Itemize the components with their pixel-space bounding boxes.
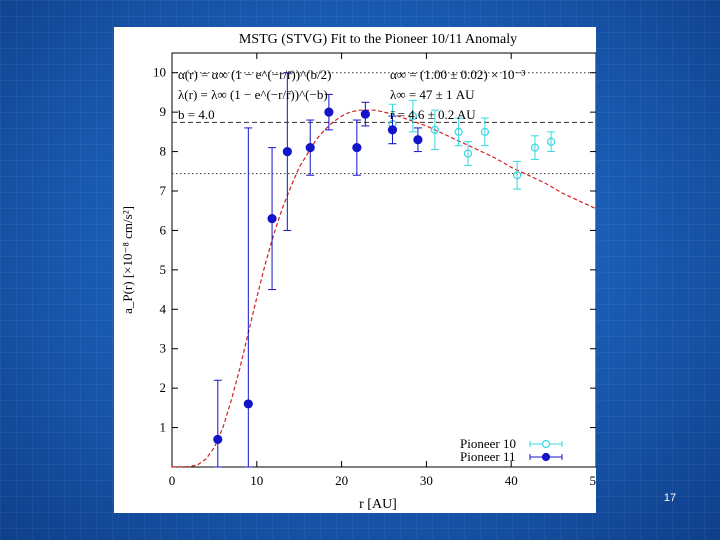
data-points bbox=[213, 72, 556, 468]
y-tick-label: 3 bbox=[160, 341, 167, 356]
x-axis-label: r [AU] bbox=[359, 497, 397, 512]
y-tick-label: 4 bbox=[160, 301, 167, 316]
reference-lines bbox=[172, 72, 596, 175]
pioneer11-point bbox=[282, 146, 292, 157]
legend-marker-pioneer11 bbox=[541, 452, 551, 462]
x-tick-label: 10 bbox=[250, 473, 263, 488]
x-tick-label: 20 bbox=[335, 473, 348, 488]
axis-ticks: 0 10 20 30 40 50 1 2 3 4 5 6 7 8 9 10 bbox=[153, 53, 603, 488]
pioneer10-point bbox=[513, 171, 522, 180]
y-axis-label: a_P(r) [×10⁻⁸ cm/s²] bbox=[120, 206, 135, 314]
y-tick-label: 8 bbox=[160, 144, 167, 159]
pioneer10-point bbox=[546, 137, 556, 146]
y-tick-label: 9 bbox=[160, 104, 167, 119]
chart-title: MSTG (STVG) Fit to the Pioneer 10/11 Ano… bbox=[239, 32, 517, 47]
y-tick-label: 6 bbox=[160, 222, 167, 237]
pioneer10-point bbox=[454, 127, 463, 136]
y-tick-label: 7 bbox=[160, 183, 167, 198]
y-tick-label: 5 bbox=[160, 262, 167, 277]
annotation-lambda: λ(r) = λ∞ (1 − e^(−r/r̄))^(−b) bbox=[178, 87, 328, 102]
pioneer11-point bbox=[305, 143, 315, 153]
y-tick-label: 2 bbox=[160, 380, 167, 395]
page-number: 17 bbox=[663, 492, 677, 504]
x-tick-label: 0 bbox=[169, 473, 176, 488]
x-tick-label: 40 bbox=[505, 473, 518, 488]
fit-curve-line bbox=[171, 109, 597, 468]
annotation-alpha: α(r) = α∞ (1 − e^(−r/r̄))^(b/2) bbox=[178, 67, 331, 82]
x-tick-label: 30 bbox=[420, 473, 433, 488]
pioneer11-point bbox=[243, 399, 253, 409]
annotation-rbar: r̄ = 4.6 ± 0.2 AU bbox=[390, 107, 476, 122]
y-tick-label: 10 bbox=[153, 65, 166, 80]
pioneer10-point bbox=[408, 111, 417, 121]
annotation-b: b = 4.0 bbox=[178, 107, 215, 122]
plot-frame bbox=[171, 52, 597, 468]
annotation-lambda-inf: λ∞ = 47 ± 1 AU bbox=[390, 87, 475, 102]
pioneer11-point bbox=[213, 434, 223, 444]
equation-block: α(r) = α∞ (1 − e^(−r/r̄))^(b/2) λ(r) = λ… bbox=[178, 67, 525, 122]
pioneer11-point bbox=[360, 109, 370, 119]
legend-label-pioneer10: Pioneer 10 bbox=[460, 436, 516, 451]
chart-svg: MSTG (STVG) Fit to the Pioneer 10/11 Ano… bbox=[120, 32, 603, 512]
chart-figure: MSTG (STVG) Fit to the Pioneer 10/11 Ano… bbox=[114, 27, 603, 513]
pioneer11-point bbox=[387, 125, 398, 135]
annotation-alpha-inf: α∞ = (1.00 ± 0.02) × 10⁻³ bbox=[390, 67, 525, 82]
pioneer11-point bbox=[324, 107, 334, 117]
pioneer10-point bbox=[530, 143, 540, 152]
legend-label-pioneer11: Pioneer 11 bbox=[460, 449, 515, 464]
legend: Pioneer 10 Pioneer 11 bbox=[460, 436, 563, 464]
y-tick-label: 1 bbox=[160, 420, 167, 435]
pioneer10-point bbox=[480, 127, 490, 136]
pioneer11-point bbox=[352, 143, 362, 153]
pioneer11-point bbox=[267, 214, 277, 224]
legend-marker-pioneer10 bbox=[541, 439, 551, 449]
pioneer10-point bbox=[463, 149, 473, 158]
fit-curve-group bbox=[171, 109, 597, 468]
pioneer11-point bbox=[413, 135, 423, 145]
x-tick-label: 50 bbox=[590, 473, 597, 488]
pioneer10-point bbox=[430, 125, 439, 134]
